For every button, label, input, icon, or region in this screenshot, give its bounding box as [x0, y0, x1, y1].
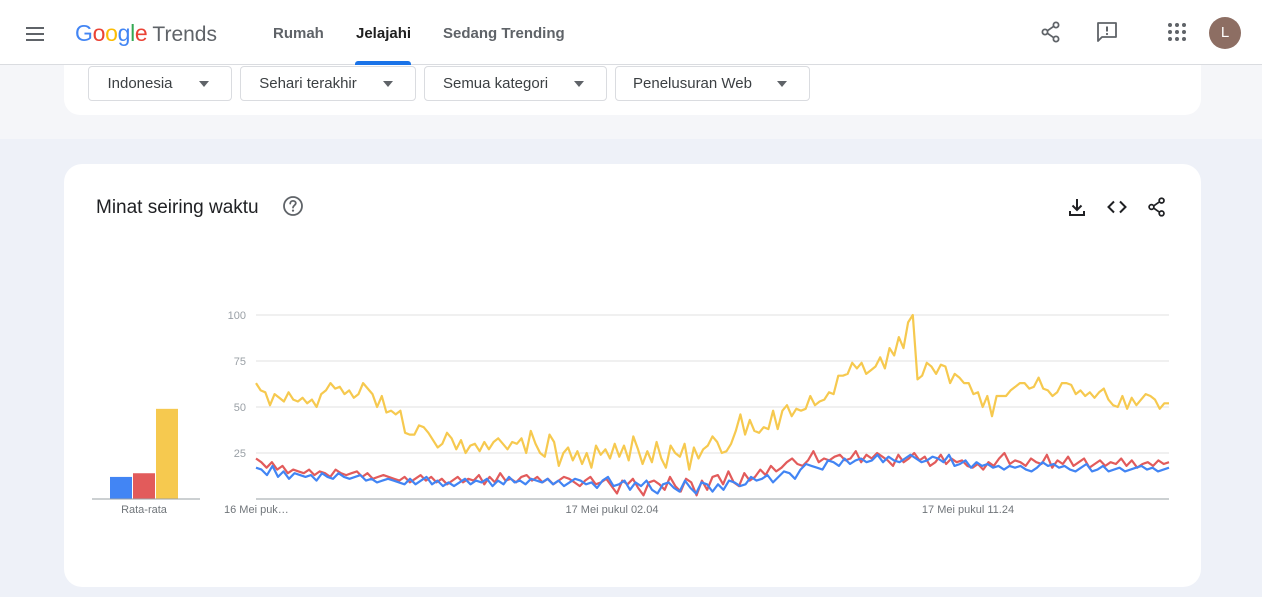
- search-type-select-label: Penelusuran Web: [633, 75, 752, 92]
- share-icon[interactable]: [1039, 20, 1063, 44]
- logo-trends-text: Trends: [152, 23, 217, 46]
- interest-chart: 100 75 50 25 Rata-rata 16 Mei puk… 17 Mei pu…: [92, 310, 1170, 516]
- search-type-select[interactable]: Penelusuran Web: [615, 66, 810, 101]
- apps-icon[interactable]: [1165, 20, 1189, 44]
- region-select-label: Indonesia: [107, 75, 173, 92]
- time-range-select-label: Sehari terakhir: [259, 75, 357, 92]
- y-tick-label: 75: [234, 356, 246, 368]
- chevron-down-icon: [199, 80, 209, 87]
- tab-rumah[interactable]: Rumah: [273, 25, 324, 42]
- google-trends-logo[interactable]: Google Trends: [75, 20, 217, 50]
- interest-over-time-card: Minat seiring waktu 100 75 50 25 Rata-rata …: [64, 164, 1201, 587]
- feedback-icon[interactable]: [1095, 20, 1119, 44]
- active-tab-indicator: [355, 61, 411, 65]
- series-line: [255, 313, 1169, 471]
- average-bars: Rata-rata: [92, 408, 200, 516]
- y-tick-label: 100: [228, 310, 246, 322]
- category-select-label: Semua kategori: [442, 75, 549, 92]
- filter-card: Indonesia Sehari terakhir Semua kategori…: [64, 65, 1201, 115]
- average-bar: [156, 408, 178, 499]
- chevron-down-icon: [777, 80, 787, 87]
- tab-jelajahi[interactable]: Jelajahi: [356, 25, 412, 42]
- region-select[interactable]: Indonesia: [88, 66, 232, 101]
- x-tick-label: 16 Mei puk…: [224, 504, 289, 516]
- average-label: Rata-rata: [121, 504, 168, 516]
- x-tick-label: 17 Mei pukul 02.04: [566, 504, 659, 516]
- card-title: Minat seiring waktu: [96, 197, 259, 218]
- series-line: [255, 453, 1170, 495]
- download-icon[interactable]: [1066, 196, 1088, 218]
- y-tick-label: 50: [234, 402, 246, 414]
- series-line: [255, 450, 1170, 497]
- chevron-down-icon: [383, 80, 393, 87]
- x-axis-labels: 16 Mei puk… 17 Mei pukul 02.04 17 Mei puku…: [224, 504, 1014, 516]
- average-bar: [110, 476, 132, 499]
- tab-sedang-trending[interactable]: Sedang Trending: [443, 25, 565, 42]
- category-select[interactable]: Semua kategori: [424, 66, 607, 101]
- chevron-down-icon: [574, 80, 584, 87]
- chart-series: [255, 313, 1170, 497]
- top-app-bar: Google Trends Rumah Jelajahi Sedang Tren…: [0, 0, 1262, 65]
- help-icon[interactable]: [282, 195, 304, 217]
- logo-google-text: Google: [75, 20, 148, 46]
- y-tick-label: 25: [234, 448, 246, 460]
- time-range-select[interactable]: Sehari terakhir: [240, 66, 416, 101]
- share-icon[interactable]: [1146, 196, 1168, 218]
- chart-grid: 100 75 50 25: [228, 310, 1169, 500]
- hamburger-menu-icon[interactable]: [24, 22, 48, 46]
- x-tick-label: 17 Mei pukul 11.24: [922, 504, 1014, 516]
- average-bar: [133, 473, 155, 499]
- embed-icon[interactable]: [1106, 196, 1128, 218]
- avatar[interactable]: L: [1209, 17, 1241, 49]
